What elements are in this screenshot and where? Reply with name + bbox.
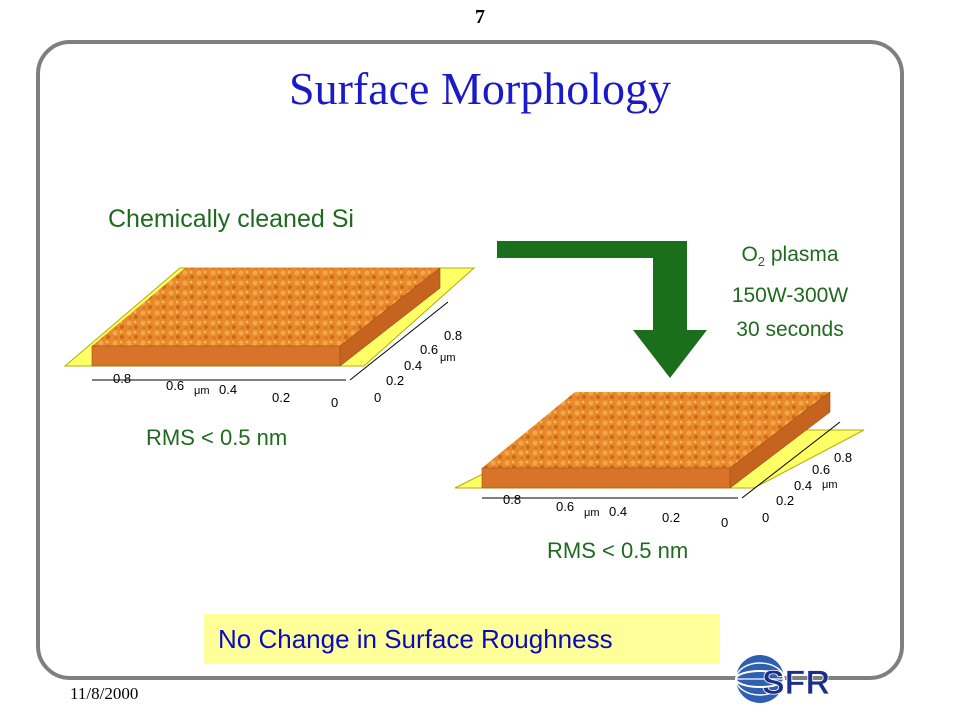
conclusion-text: No Change in Surface Roughness bbox=[218, 624, 613, 654]
sfr-logo: SFR bbox=[735, 655, 830, 703]
x-tick: 0.8 bbox=[113, 371, 131, 386]
y-tick: 0.4 bbox=[404, 358, 422, 373]
globe-logo-icon bbox=[735, 655, 785, 703]
page-number: 7 bbox=[475, 6, 485, 28]
logo-text: SFR bbox=[762, 664, 830, 702]
gas-subscript: 2 bbox=[757, 254, 766, 270]
left-sample-label: Chemically cleaned Si bbox=[108, 205, 354, 233]
y-unit-label: μm bbox=[440, 352, 456, 364]
x-unit-label: μm bbox=[194, 385, 210, 397]
y-unit-label: μm bbox=[822, 479, 838, 491]
surface-side bbox=[339, 267, 441, 367]
plasma-duration: 30 seconds bbox=[736, 318, 844, 342]
x-tick: 0 bbox=[721, 515, 728, 530]
surface-side bbox=[729, 391, 831, 489]
x-tick: 0 bbox=[331, 395, 338, 410]
plasma-power: 150W-300W bbox=[731, 284, 849, 308]
plasma-info: O2 plasma 150W-300W 30 seconds bbox=[690, 238, 890, 347]
y-tick: 0.2 bbox=[386, 373, 404, 388]
y-tick: 0 bbox=[374, 390, 381, 405]
slide-title: Surface Morphology bbox=[289, 63, 671, 114]
right-rms-label: RMS < 0.5 nm bbox=[547, 538, 689, 563]
plasma-gas: O2 plasma bbox=[690, 238, 890, 279]
x-tick: 0.4 bbox=[609, 504, 627, 519]
gas-suffix: plasma bbox=[765, 243, 839, 266]
surface-top bbox=[482, 392, 830, 468]
x-tick: 0.4 bbox=[219, 382, 237, 397]
y-tick: 0.6 bbox=[420, 342, 438, 357]
y-axis-line bbox=[349, 301, 449, 381]
afm-plot-left: 0.8 0.6 μm 0.4 0.2 0 0 0.2 0.4 0.6 μm 0.… bbox=[63, 267, 476, 410]
afm-plot-right: 0.8 0.6 μm 0.4 0.2 0 0 0.2 0.4 0.6 μm 0.… bbox=[454, 391, 865, 530]
x-unit-label: μm bbox=[584, 507, 600, 519]
y-tick: 0.4 bbox=[794, 478, 812, 493]
gas-symbol: O bbox=[741, 243, 758, 266]
surface-top bbox=[92, 268, 440, 346]
y-tick: 0.8 bbox=[834, 450, 852, 465]
footer-date: 11/8/2000 bbox=[70, 684, 139, 703]
x-tick: 0.6 bbox=[556, 499, 574, 514]
slide-frame bbox=[36, 40, 904, 680]
x-tick: 0.8 bbox=[503, 492, 521, 507]
y-axis-line bbox=[741, 421, 841, 499]
y-tick: 0 bbox=[762, 510, 769, 525]
conclusion-box: No Change in Surface Roughness bbox=[204, 614, 720, 664]
x-tick: 0.2 bbox=[272, 390, 290, 405]
y-tick: 0.8 bbox=[444, 328, 462, 343]
left-rms-label: RMS < 0.5 nm bbox=[146, 425, 288, 450]
x-tick: 0.2 bbox=[662, 510, 680, 525]
process-arrow bbox=[497, 241, 707, 378]
y-tick: 0.6 bbox=[812, 462, 830, 477]
surface-front bbox=[91, 345, 341, 367]
surface-front bbox=[481, 467, 731, 489]
y-tick: 0.2 bbox=[776, 493, 794, 508]
x-tick: 0.6 bbox=[166, 378, 184, 393]
